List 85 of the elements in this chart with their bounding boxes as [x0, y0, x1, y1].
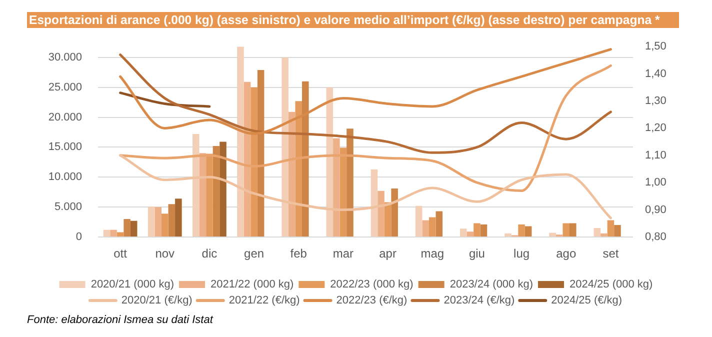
line-series: [119, 154, 612, 220]
x-tick-label: feb: [290, 246, 308, 261]
x-tick-label: dic: [202, 246, 218, 261]
bar: [333, 138, 340, 236]
bar: [562, 223, 570, 236]
bar: [175, 198, 182, 236]
line-series: [119, 54, 612, 154]
line-series: [119, 64, 612, 192]
bar: [549, 232, 556, 236]
x-tick-label: nov: [155, 246, 175, 261]
bar: [504, 233, 512, 236]
x-tick-label: apr: [379, 246, 396, 261]
x-tick-label: gen: [244, 246, 264, 261]
x-tick-label: ott: [114, 246, 128, 261]
x-tick-label: mar: [332, 246, 354, 261]
bar: [124, 219, 130, 236]
bar: [378, 190, 384, 236]
bar: [607, 220, 614, 236]
legend-label: 2022/23 (000 kg): [330, 278, 414, 291]
y2-tick-label: 1,00: [645, 176, 666, 189]
bar: [436, 211, 443, 236]
y2-tick-label: 1,30: [645, 95, 666, 108]
bar: [340, 148, 347, 236]
y-tick-label: 0: [76, 231, 82, 244]
bar: [212, 146, 220, 236]
y-tick-label: 5.000: [54, 201, 82, 214]
legend-label: 2024/25 (000 kg): [570, 278, 653, 291]
bar: [346, 128, 354, 236]
bar: [422, 220, 429, 236]
bar: [428, 217, 436, 236]
bar: [524, 226, 532, 236]
bar: [192, 134, 200, 236]
bar: [130, 220, 138, 236]
y-tick-label: 20.000: [48, 111, 82, 124]
bar: [199, 153, 206, 236]
bar: [460, 228, 467, 236]
y2-tick-label: 0,90: [645, 204, 666, 216]
bar: [282, 57, 288, 236]
bar: [168, 204, 176, 236]
y2-tick-label: 1,40: [645, 68, 666, 80]
x-tick-label: giu: [468, 246, 485, 261]
x-tick-label: ago: [556, 246, 576, 261]
y-tick-label: 10.000: [48, 171, 82, 184]
bar: [237, 46, 244, 236]
bar: [474, 223, 480, 236]
legend-label: 2020/21 (€/kg): [121, 294, 192, 307]
bar: [600, 233, 608, 236]
legend-label: 2023/24 (€/kg): [444, 294, 515, 307]
bar: [518, 224, 525, 236]
bar: [480, 224, 488, 236]
bar: [154, 207, 162, 236]
bar: [466, 232, 474, 236]
y-tick-label: 25.000: [48, 81, 82, 94]
legend-label: 2024/25 (€/kg): [551, 294, 622, 307]
bar: [250, 87, 258, 236]
bar: [110, 230, 117, 236]
y2-tick-label: 1,10: [645, 149, 666, 162]
bar: [391, 188, 398, 236]
legend-label: 2023/24 (000 kg): [450, 278, 534, 291]
x-tick-label: set: [602, 246, 620, 261]
bar: [570, 223, 576, 236]
source-note: Fonte: elaborazioni Ismea su dati Istat: [27, 314, 213, 326]
chart-title: Esportazioni di arance (.000 kg) (asse sinistro) e valore medio all’import (€/kg) (asse destro) per campagna *: [27, 12, 679, 28]
bar: [614, 225, 621, 236]
bar: [206, 154, 213, 236]
y2-tick-label: 1,20: [645, 122, 666, 134]
x-tick-label: mag: [420, 246, 444, 261]
legend-label: 2021/22 (000 kg): [210, 278, 294, 291]
bar: [148, 206, 155, 236]
bar: [103, 230, 110, 236]
y-tick-label: 15.000: [48, 141, 82, 154]
bar: [295, 101, 302, 236]
bar: [161, 214, 168, 236]
bar: [220, 142, 226, 236]
x-tick-label: lug: [514, 246, 530, 261]
y2-tick-label: 0,80: [645, 231, 666, 244]
legend-label: 2021/22 (€/kg): [228, 294, 300, 307]
bar: [116, 232, 124, 236]
y2-tick-label: 1,50: [645, 40, 666, 53]
bar: [370, 169, 378, 236]
bar: [594, 228, 601, 236]
y-tick-label: 30.000: [48, 51, 82, 64]
legend-label: 2020/21 (000 kg): [90, 278, 174, 291]
legend-label: 2022/23 (€/kg): [336, 294, 408, 307]
bar: [415, 206, 422, 236]
